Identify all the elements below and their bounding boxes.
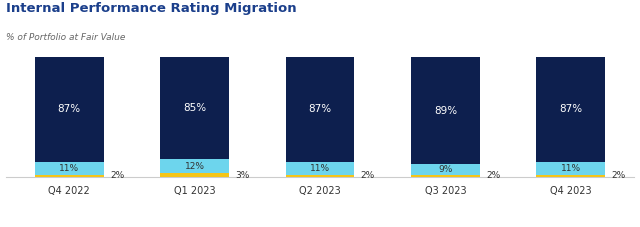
Text: 11%: 11% [310, 164, 330, 173]
Bar [536, 175, 605, 177]
Bar [285, 175, 355, 177]
Text: 87%: 87% [308, 104, 332, 114]
Text: % of Portfolio at Fair Value: % of Portfolio at Fair Value [6, 33, 126, 42]
Bar [411, 164, 480, 175]
Text: 3%: 3% [236, 171, 250, 180]
Bar [35, 175, 104, 177]
Bar [160, 173, 229, 177]
Text: 87%: 87% [559, 104, 582, 114]
Text: 87%: 87% [58, 104, 81, 114]
Text: 2%: 2% [486, 171, 500, 180]
Bar [536, 57, 605, 161]
Bar [35, 57, 104, 161]
Bar [160, 159, 229, 173]
Bar [160, 57, 229, 159]
Text: Internal Performance Rating Migration: Internal Performance Rating Migration [6, 2, 297, 15]
Text: 11%: 11% [59, 164, 79, 173]
Text: 89%: 89% [434, 106, 457, 116]
Bar [35, 161, 104, 175]
Text: 11%: 11% [561, 164, 581, 173]
Text: 2%: 2% [110, 171, 124, 180]
Bar [285, 57, 355, 161]
Text: 12%: 12% [184, 162, 205, 171]
Text: 2%: 2% [612, 171, 626, 180]
Text: 2%: 2% [361, 171, 375, 180]
Bar [285, 161, 355, 175]
Bar [411, 57, 480, 164]
Text: 85%: 85% [183, 103, 206, 113]
Bar [411, 175, 480, 177]
Text: 9%: 9% [438, 165, 452, 174]
Bar [536, 161, 605, 175]
